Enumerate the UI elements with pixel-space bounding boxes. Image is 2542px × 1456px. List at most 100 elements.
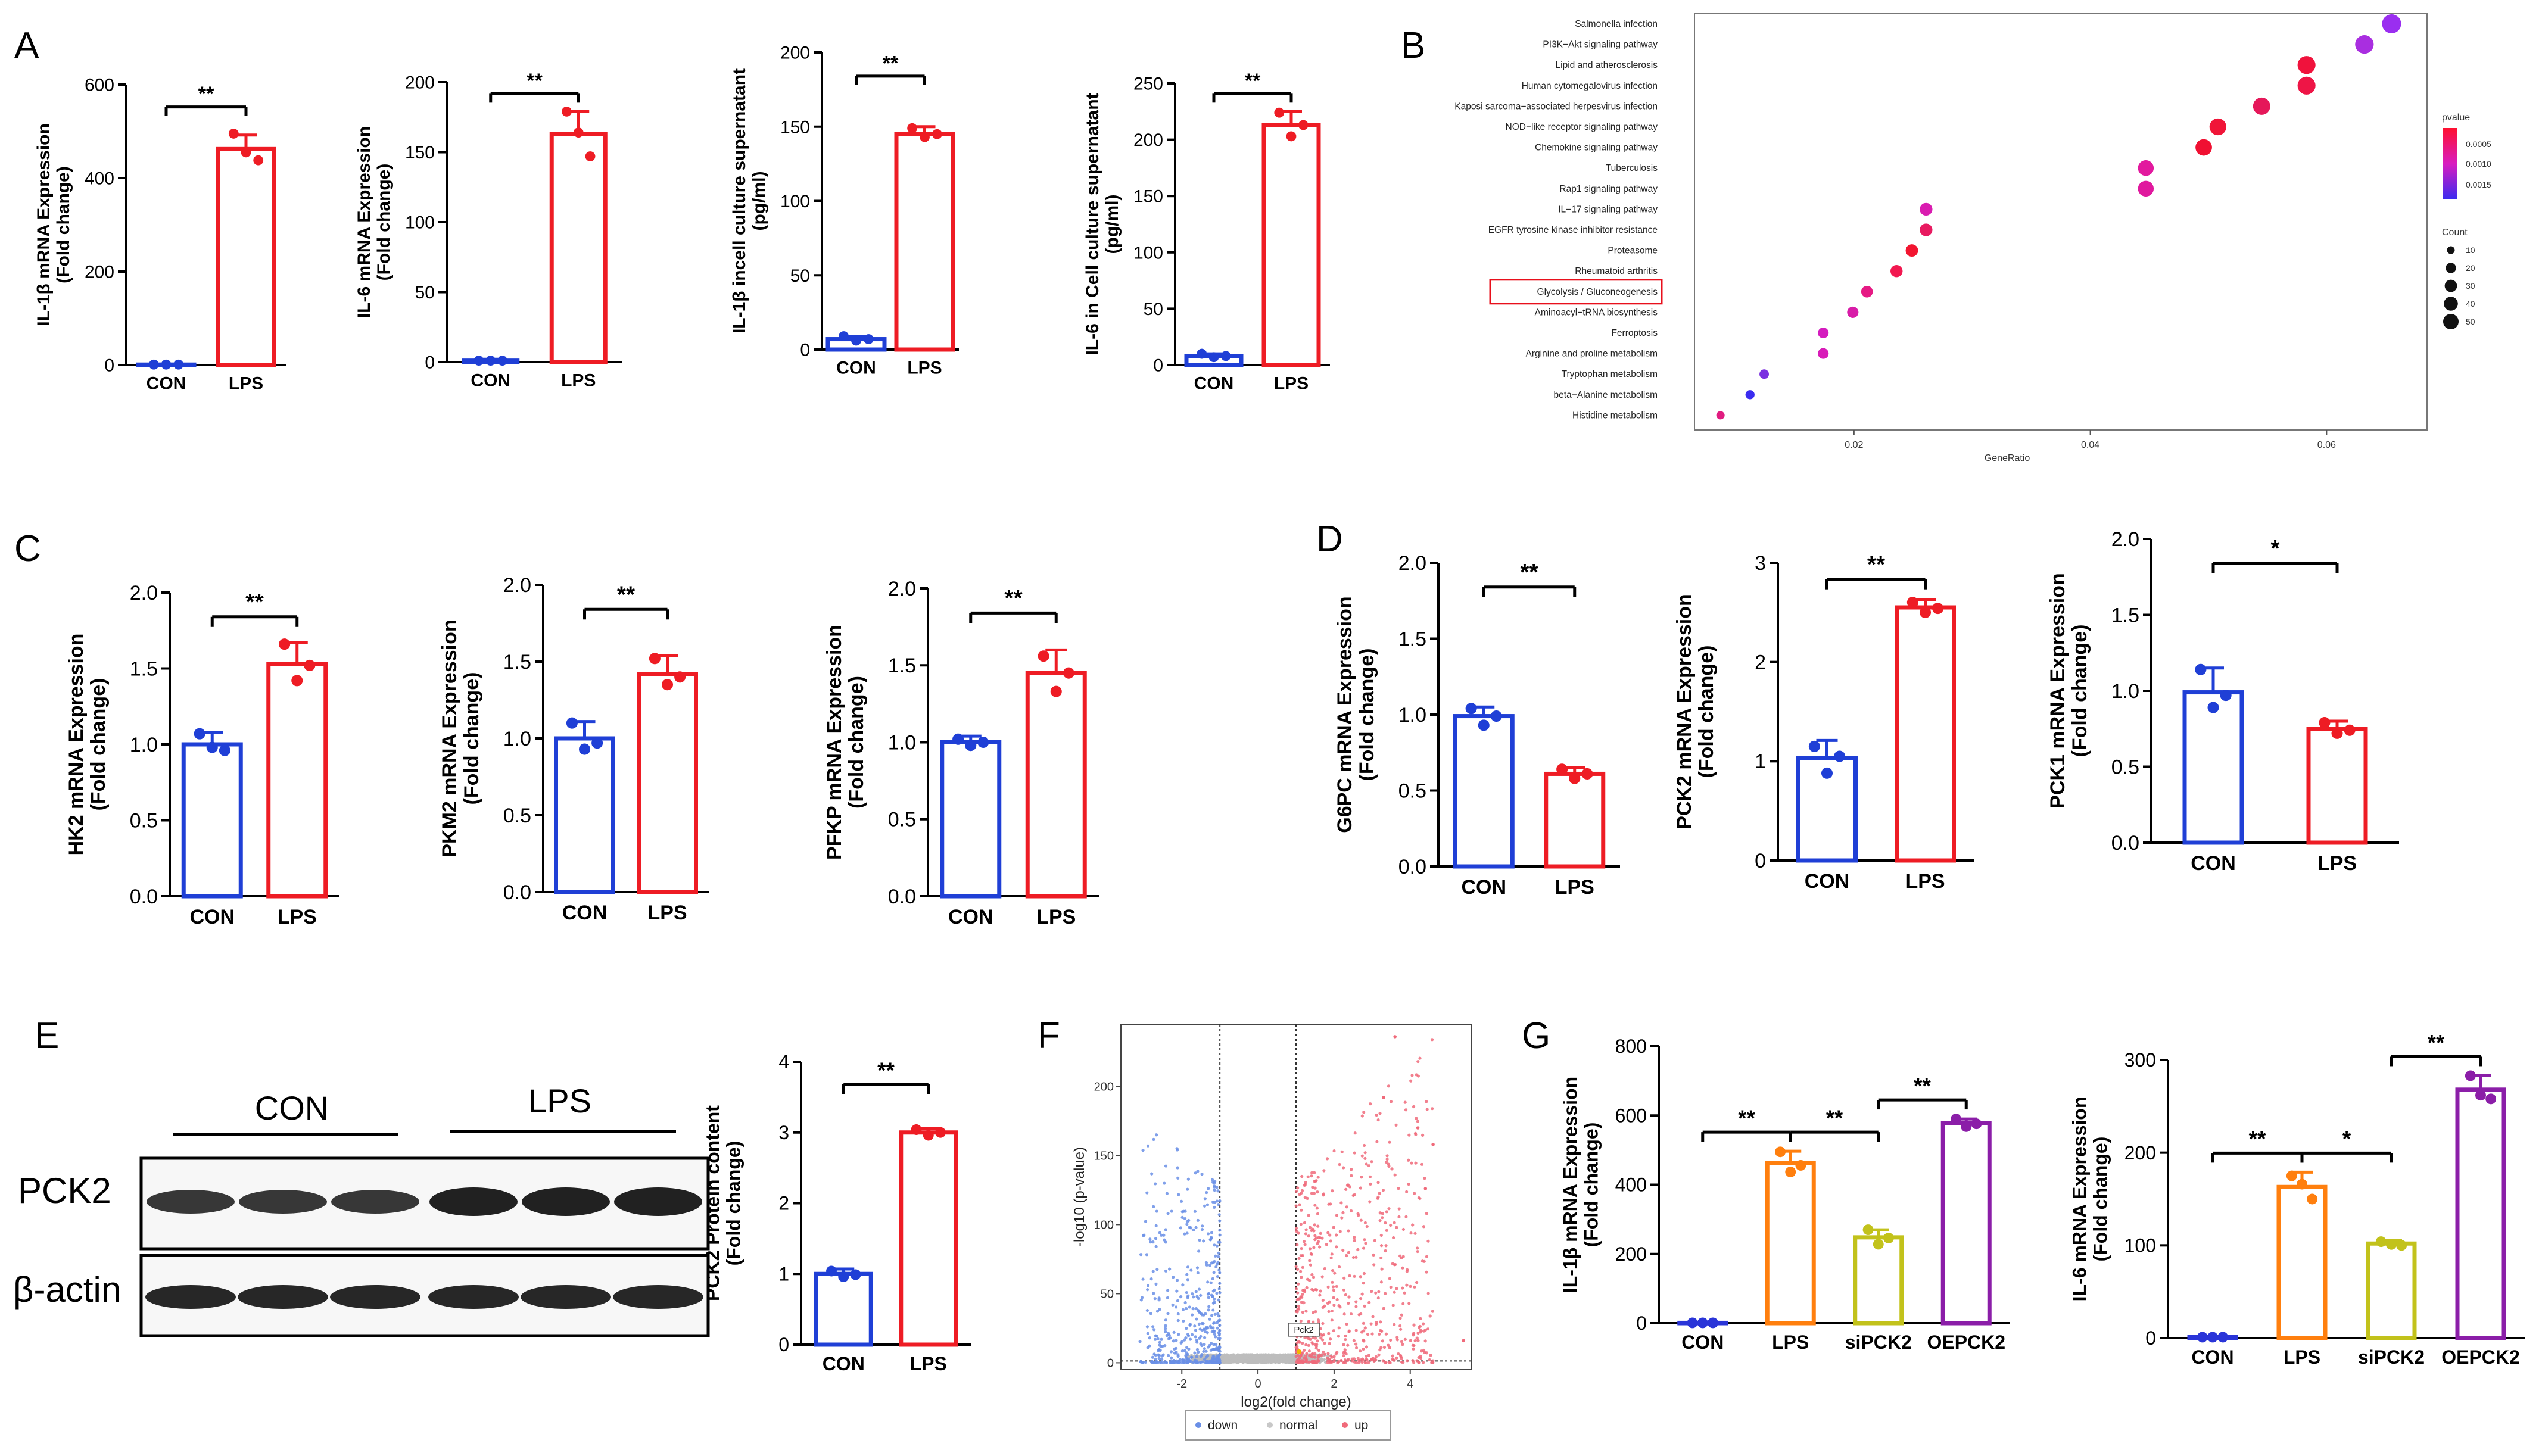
- volcano-point-up: [1333, 1271, 1337, 1275]
- data-point: [1556, 763, 1568, 775]
- volcano-point-down: [1185, 1223, 1189, 1226]
- data-point: [661, 679, 674, 691]
- volcano-point-down: [1215, 1244, 1219, 1248]
- volcano-point-up: [1298, 1359, 1302, 1363]
- volcano-point-down: [1217, 1314, 1221, 1318]
- volcano-point-down: [1207, 1187, 1210, 1190]
- volcano-point-up: [1342, 1361, 1345, 1364]
- data-point: [839, 331, 849, 341]
- volcano-point-down: [1164, 1269, 1168, 1273]
- volcano-point-up: [1335, 1214, 1339, 1217]
- pathway-dot: [1920, 223, 1933, 236]
- volcano-point-down: [1185, 1220, 1189, 1224]
- volcano-point-up: [1328, 1342, 1331, 1345]
- volcano-point-up: [1367, 1301, 1371, 1304]
- volcano-point-down: [1188, 1323, 1192, 1326]
- volcano-point-down: [1186, 1296, 1189, 1299]
- volcano-point-up: [1308, 1259, 1312, 1262]
- volcano-point-normal: [1287, 1354, 1290, 1358]
- volcano-point-up: [1393, 1323, 1396, 1326]
- pathway-label: Lipid and atherosclerosis: [1556, 60, 1658, 70]
- volcano-point-up: [1346, 1343, 1350, 1347]
- volcano-point-up: [1367, 1361, 1370, 1364]
- y-tick-label: 2.0: [130, 582, 158, 604]
- volcano-point-up: [1351, 1255, 1356, 1259]
- y-axis-label: PFKP mRNA Expression: [823, 625, 846, 860]
- volcano-point-down: [1185, 1346, 1189, 1349]
- volcano-point-down: [1176, 1148, 1179, 1152]
- volcano-point-up: [1358, 1349, 1362, 1353]
- volcano-point-up: [1295, 1347, 1299, 1351]
- blot-band-actin: [330, 1285, 420, 1309]
- volcano-point-up: [1320, 1275, 1324, 1279]
- y-tick-label: 150: [405, 143, 435, 163]
- volcano-point-normal: [1323, 1361, 1327, 1364]
- x-tick-label: CON: [2191, 852, 2236, 875]
- volcano-point-up: [1423, 1187, 1428, 1190]
- volcano-point-down: [1194, 1361, 1198, 1364]
- volcano-point-down: [1213, 1347, 1216, 1351]
- volcano-point-down: [1216, 1189, 1220, 1193]
- legend-label: 50: [2466, 317, 2475, 326]
- volcano-point-up: [1380, 1267, 1384, 1271]
- volcano-point-up: [1384, 1332, 1388, 1336]
- volcano-point-down: [1215, 1199, 1219, 1203]
- data-point: [923, 1130, 934, 1141]
- volcano-point-up: [1356, 1248, 1360, 1252]
- volcano-point-normal: [1271, 1360, 1275, 1363]
- legend-label: 0.0010: [2466, 159, 2491, 169]
- volcano-point-up: [1332, 1226, 1335, 1229]
- volcano-point-up: [1409, 1231, 1413, 1235]
- chart-a1: 0 200 400 600 IL-1β mRNA Expression (Fold cha…: [34, 76, 286, 394]
- data-point: [591, 737, 603, 749]
- volcano-point-up: [1307, 1234, 1310, 1238]
- data-point: [2286, 1170, 2297, 1181]
- volcano-point-up: [1301, 1292, 1304, 1296]
- data-point: [1785, 1167, 1796, 1177]
- data-point: [1919, 606, 1932, 618]
- y-tick-label: 0.0: [888, 886, 916, 908]
- volcano-point-up: [1332, 1289, 1336, 1292]
- volcano-point-up: [1431, 1359, 1435, 1363]
- volcano-point-down: [1217, 1202, 1220, 1206]
- volcano-point-down: [1209, 1281, 1213, 1284]
- pathway-dot: [1759, 369, 1770, 379]
- volcano-point-down: [1218, 1349, 1222, 1353]
- data-point: [826, 1265, 837, 1277]
- volcano-point-up: [1403, 1100, 1407, 1104]
- y-tick-label: 100: [1094, 1218, 1114, 1231]
- volcano-point-down: [1193, 1209, 1197, 1213]
- volcano-point-up: [1384, 1244, 1388, 1248]
- volcano-point-up: [1359, 1296, 1363, 1301]
- volcano-point-down: [1145, 1191, 1149, 1195]
- volcano-point-down: [1218, 1358, 1222, 1362]
- legend-marker: [1267, 1422, 1273, 1428]
- x-axis-label: GeneRatio: [1985, 453, 2030, 463]
- volcano-point-up: [1335, 1298, 1339, 1302]
- volcano-point-up: [1345, 1322, 1348, 1326]
- legend-label: up: [1354, 1418, 1368, 1432]
- pathway-label: Tryptophan metabolism: [1562, 369, 1658, 379]
- bar: [1025, 671, 1087, 899]
- volcano-point-up: [1304, 1310, 1308, 1313]
- volcano-point-up: [1310, 1360, 1314, 1363]
- volcano-point-up: [1312, 1192, 1316, 1195]
- volcano-point-down: [1213, 1332, 1216, 1336]
- x-tick-label: OEPCK2: [2441, 1346, 2520, 1368]
- y-axis-label: (Fold change): [723, 1141, 744, 1266]
- volcano-point-up: [1422, 1361, 1425, 1364]
- volcano-point-up: [1385, 1160, 1388, 1164]
- bar: [1544, 771, 1606, 869]
- volcano-point-up: [1390, 1357, 1394, 1361]
- volcano-point-down: [1188, 1305, 1191, 1309]
- volcano-point-normal: [1258, 1353, 1261, 1356]
- volcano-point-up: [1401, 1266, 1404, 1270]
- volcano-point-up: [1388, 1140, 1391, 1144]
- volcano-point-up: [1431, 1310, 1434, 1313]
- volcano-point-up: [1353, 1239, 1356, 1242]
- volcano-point-up: [1393, 1035, 1397, 1039]
- volcano-point-up: [1391, 1354, 1394, 1358]
- volcano-point-up: [1306, 1360, 1310, 1364]
- x-tick-label: CON: [836, 358, 876, 378]
- chart-a3: 0 50 100 150 200 IL-1β incell culture superna…: [730, 43, 959, 378]
